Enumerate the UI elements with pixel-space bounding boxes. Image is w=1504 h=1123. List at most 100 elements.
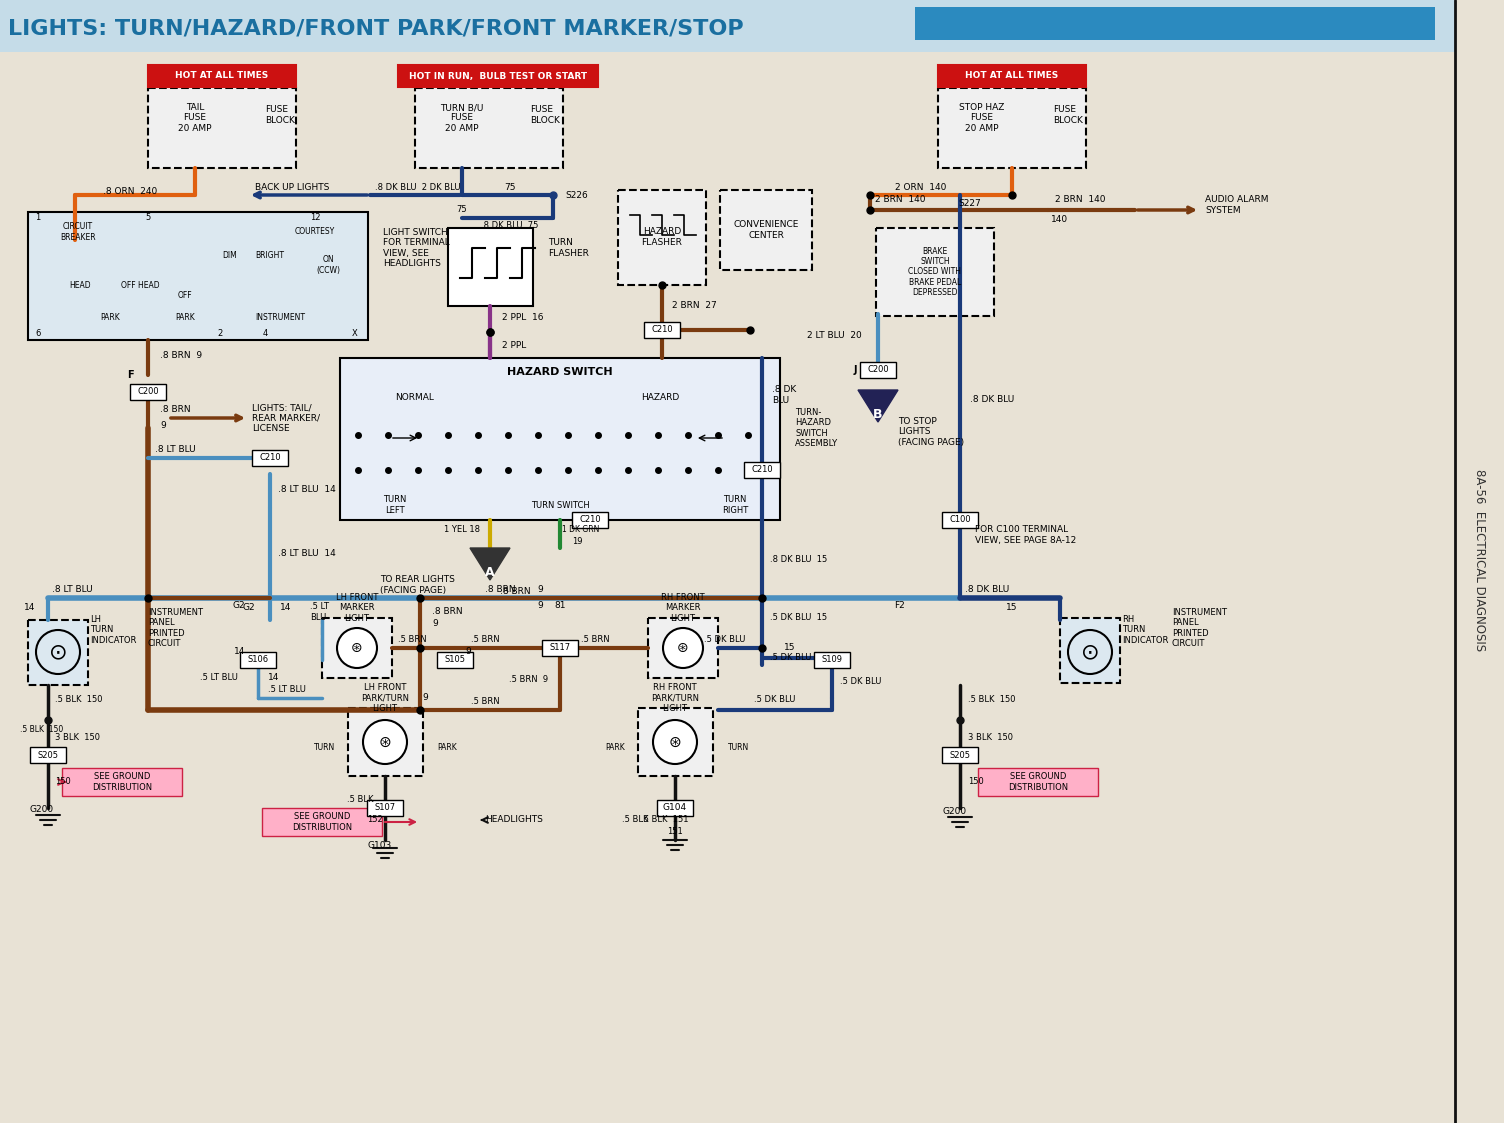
Text: 140: 140	[1051, 216, 1068, 225]
Text: TURN
FLASHER: TURN FLASHER	[547, 238, 590, 257]
Text: 2 PPL: 2 PPL	[502, 340, 526, 349]
Text: INSTRUMENT
PANEL
PRINTED
CIRCUIT: INSTRUMENT PANEL PRINTED CIRCUIT	[1172, 608, 1227, 648]
Text: S117: S117	[549, 643, 570, 652]
Text: X: X	[352, 329, 358, 338]
Bar	[448, 228, 532, 305]
Text: COURTESY: COURTESY	[295, 228, 335, 237]
Text: F: F	[126, 369, 134, 380]
Text: OFF HEAD: OFF HEAD	[120, 281, 159, 290]
Text: LH FRONT
MARKER
LIGHT: LH FRONT MARKER LIGHT	[335, 593, 378, 623]
Bar	[29, 212, 368, 340]
Text: 8A-56  ELECTRICAL DIAGNOSIS: 8A-56 ELECTRICAL DIAGNOSIS	[1474, 469, 1486, 651]
Text: 2 BRN  140: 2 BRN 140	[1054, 195, 1105, 204]
Text: .8 BRN: .8 BRN	[484, 585, 516, 594]
Text: BRIGHT: BRIGHT	[256, 250, 284, 259]
Text: 150: 150	[56, 777, 71, 786]
Bar	[938, 65, 1086, 86]
Text: TURN SWITCH: TURN SWITCH	[531, 501, 590, 510]
Text: 14: 14	[24, 603, 36, 612]
Text: 3 BLK  150: 3 BLK 150	[969, 733, 1014, 742]
Bar	[147, 65, 296, 86]
Text: RH FRONT
PARK/TURN
LIGHT: RH FRONT PARK/TURN LIGHT	[651, 683, 699, 713]
Text: .5 LT
BLU: .5 LT BLU	[310, 602, 329, 622]
Text: PARK: PARK	[438, 743, 457, 752]
Bar	[644, 322, 680, 338]
Text: .8 LT BLU  14: .8 LT BLU 14	[278, 548, 335, 557]
Text: .5 LT BLU: .5 LT BLU	[200, 674, 238, 683]
Text: .5 BLK  151: .5 BLK 151	[641, 815, 689, 824]
Bar	[942, 747, 978, 763]
Text: C210: C210	[579, 515, 600, 524]
Bar	[914, 7, 1435, 40]
Bar	[340, 358, 781, 520]
Text: .8 BRN: .8 BRN	[432, 608, 463, 617]
Text: F2: F2	[895, 601, 905, 610]
Bar	[648, 618, 717, 678]
Circle shape	[362, 720, 408, 764]
Text: HOT AT ALL TIMES: HOT AT ALL TIMES	[966, 72, 1059, 81]
Text: TURN: TURN	[314, 743, 335, 752]
Text: 15: 15	[1006, 603, 1018, 612]
Text: 2: 2	[218, 329, 223, 338]
Text: 9: 9	[465, 647, 471, 656]
Text: C100: C100	[949, 515, 970, 524]
Text: 1: 1	[35, 213, 41, 222]
Bar	[938, 88, 1086, 168]
Text: .5 BRN: .5 BRN	[581, 636, 609, 645]
Bar	[638, 707, 713, 776]
Text: .5 BRN  9: .5 BRN 9	[508, 676, 547, 685]
Text: .8 DK BLU: .8 DK BLU	[970, 395, 1014, 404]
Text: 1 DK GRN: 1 DK GRN	[562, 526, 600, 535]
Text: LH
TURN
INDICATOR: LH TURN INDICATOR	[90, 615, 137, 645]
Text: TO REAR LIGHTS
(FACING PAGE): TO REAR LIGHTS (FACING PAGE)	[381, 575, 454, 595]
Text: SEE GROUND
DISTRIBUTION: SEE GROUND DISTRIBUTION	[292, 812, 352, 832]
Text: S205: S205	[949, 750, 970, 759]
Bar	[253, 450, 287, 466]
Text: B: B	[874, 409, 883, 421]
Text: TURN
RIGHT: TURN RIGHT	[722, 495, 747, 514]
Text: .5 DK BLU  15: .5 DK BLU 15	[770, 613, 827, 622]
Text: .8 DK BLU  75: .8 DK BLU 75	[481, 221, 538, 230]
Text: G104: G104	[663, 803, 687, 813]
Text: 2 BRN  27: 2 BRN 27	[672, 301, 717, 310]
Text: HAZARD SWITCH: HAZARD SWITCH	[507, 367, 612, 377]
Text: ⊛: ⊛	[677, 641, 689, 655]
Text: NORMAL: NORMAL	[396, 393, 435, 402]
Text: LH FRONT
PARK/TURN
LIGHT: LH FRONT PARK/TURN LIGHT	[361, 683, 409, 713]
Text: RH FRONT
MARKER
LIGHT: RH FRONT MARKER LIGHT	[662, 593, 705, 623]
Bar	[814, 652, 850, 668]
Text: S205: S205	[38, 750, 59, 759]
Text: .8 LT BLU: .8 LT BLU	[53, 585, 93, 594]
Text: DIM: DIM	[223, 250, 238, 259]
Text: S107: S107	[374, 803, 396, 813]
Text: .5 BRN: .5 BRN	[471, 636, 499, 645]
Text: 81: 81	[555, 601, 566, 610]
Text: 75: 75	[504, 183, 516, 192]
Text: .5 BLK: .5 BLK	[621, 815, 648, 824]
Bar	[720, 190, 812, 270]
Text: ⊛: ⊛	[352, 641, 362, 655]
Text: OFF: OFF	[177, 291, 193, 300]
Bar	[322, 618, 393, 678]
Text: 1 YEL 18: 1 YEL 18	[444, 526, 480, 535]
Text: CONVENIENCE
CENTER: CONVENIENCE CENTER	[734, 220, 799, 239]
Text: FUSE
BLOCK: FUSE BLOCK	[529, 106, 559, 125]
Text: C210: C210	[750, 466, 773, 475]
Text: .8 DK BLU  15: .8 DK BLU 15	[770, 556, 827, 565]
Text: .8 LT BLU  14: .8 LT BLU 14	[278, 485, 335, 494]
Text: TURN B/U
FUSE
20 AMP: TURN B/U FUSE 20 AMP	[441, 103, 484, 133]
Text: C210: C210	[651, 326, 672, 335]
Bar	[438, 652, 472, 668]
Text: HAZARD
FLASHER: HAZARD FLASHER	[642, 227, 683, 247]
Text: ON
(CCW): ON (CCW)	[316, 255, 340, 275]
Bar	[241, 652, 277, 668]
Text: 3 BLK  150: 3 BLK 150	[56, 733, 99, 742]
Text: G2: G2	[242, 603, 256, 612]
Text: G200: G200	[30, 805, 54, 814]
Text: HEADLIGHTS: HEADLIGHTS	[484, 815, 543, 824]
Text: 6: 6	[35, 329, 41, 338]
Text: .8 BRN: .8 BRN	[159, 405, 191, 414]
Text: G2: G2	[233, 601, 245, 610]
Text: .5 DK BLU: .5 DK BLU	[704, 636, 746, 645]
Text: 15: 15	[784, 643, 796, 652]
